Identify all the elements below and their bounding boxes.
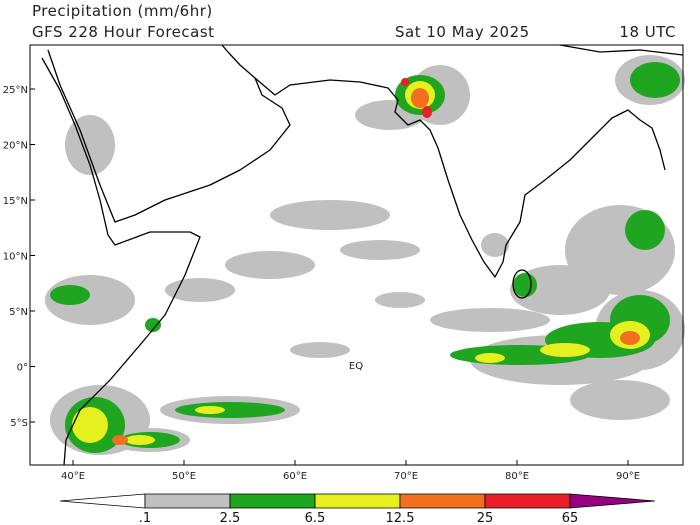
valid-time: 18 UTC: [619, 23, 676, 41]
colorbar-segment: [144, 493, 231, 509]
precipitation-field: [45, 55, 685, 455]
colorbar-label: 6.5: [305, 511, 326, 525]
colorbar-segment: [484, 493, 571, 509]
title: Precipitation (mm/6hr): [32, 2, 213, 20]
lat-label: 15°N: [3, 196, 28, 207]
lon-label: 80°E: [505, 471, 529, 482]
colorbar-label: 12.5: [386, 511, 415, 525]
colorbar-segment: [569, 493, 656, 509]
lat-label: 25°N: [3, 85, 28, 96]
colorbar-segment: [229, 493, 316, 509]
lon-label: 90°E: [616, 471, 640, 482]
lon-label: 60°E: [283, 471, 307, 482]
lat-label: 5°S: [10, 418, 28, 429]
lat-label: 10°N: [3, 252, 28, 263]
colorbar-segment: [314, 493, 401, 509]
lon-label: 50°E: [172, 471, 196, 482]
lat-label: 5°N: [9, 307, 28, 318]
valid-date: Sat 10 May 2025: [395, 23, 530, 41]
colorbar-label: 2.5: [220, 511, 241, 525]
axis-labels: 25°N 20°N 15°N 10°N 5°N 0° 5°S 40°E 50°E 60°E 70°E…: [3, 85, 640, 482]
colorbar: .1 2.5 6.5 12.5 25 65: [59, 493, 656, 525]
colorbar-segment: [399, 493, 486, 509]
colorbar-label: .1: [139, 511, 151, 525]
colorbar-segment: [59, 493, 146, 509]
colorbar-label: 65: [562, 511, 579, 525]
coastlines: [41, 44, 684, 466]
lat-label: 20°N: [3, 141, 28, 152]
lat-label: 0°: [17, 363, 28, 374]
colorbar-label: 25: [477, 511, 494, 525]
equator-label: EQ: [349, 361, 363, 372]
subtitle: GFS 228 Hour Forecast: [32, 23, 215, 41]
lon-label: 70°E: [394, 471, 418, 482]
lon-label: 40°E: [61, 471, 85, 482]
